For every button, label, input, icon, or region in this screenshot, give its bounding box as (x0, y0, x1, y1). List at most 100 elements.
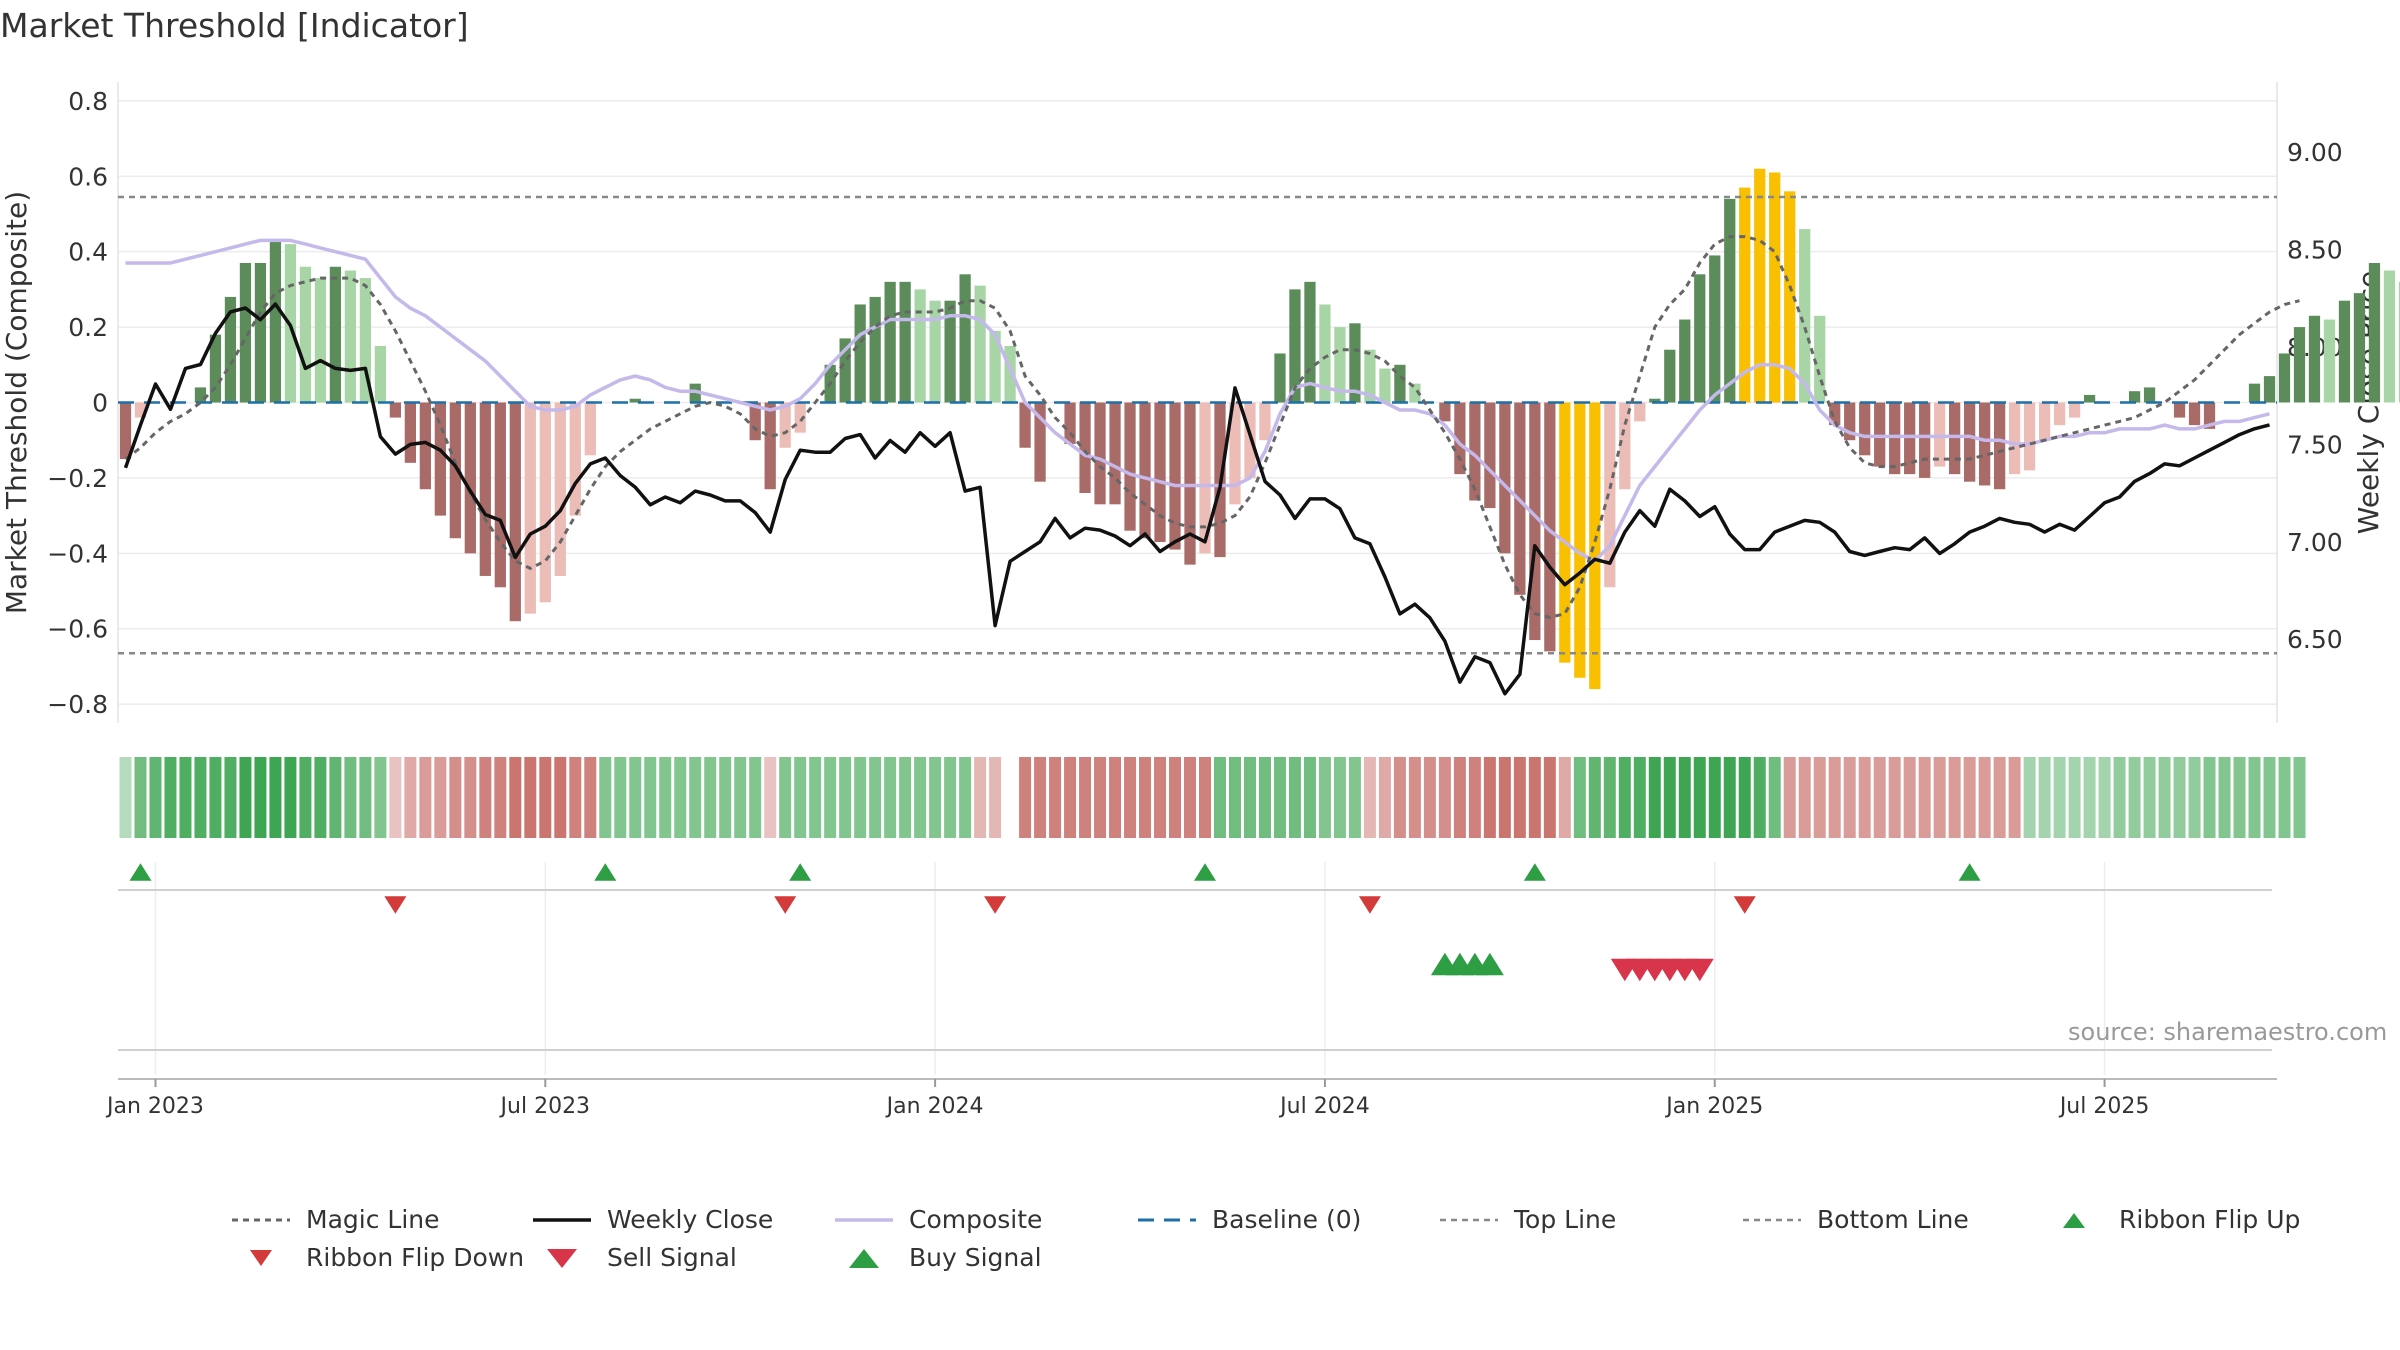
ribbon-cell (2158, 757, 2171, 838)
ribbon-cell (824, 757, 837, 838)
composite-bar (419, 402, 431, 490)
composite-bar (569, 402, 581, 516)
legend-label: Baseline (0) (1212, 1205, 1362, 1234)
y2-tick-label: 9.00 (2287, 138, 2343, 167)
ribbon-cell (1693, 757, 1706, 838)
ribbon-cell (179, 757, 192, 838)
ribbon-cell (329, 757, 342, 838)
composite-bar (1289, 289, 1301, 403)
composite-bar (1529, 402, 1541, 641)
ribbon-cell (704, 757, 717, 838)
composite-bar (2188, 402, 2201, 426)
ribbon-cell (2248, 757, 2261, 838)
ribbon-cell (1723, 757, 1736, 838)
composite-bar (1979, 402, 1991, 486)
composite-bar (1319, 304, 1331, 403)
ribbon-cell (764, 757, 777, 838)
x-tick-label: Jul 2024 (1278, 1094, 1370, 1119)
composite-bar (2263, 376, 2276, 403)
ribbon-cell (749, 757, 762, 838)
composite-bar (1649, 398, 1661, 403)
legend-item-bottom: Bottom Line (1741, 1205, 1969, 1234)
ribbon-cell (839, 757, 852, 838)
composite-bar (464, 402, 476, 554)
ribbon-cell (1543, 757, 1556, 838)
composite-bar (1634, 402, 1646, 422)
composite-bar (224, 296, 237, 403)
ribbon-cell (1333, 757, 1346, 838)
composite-bar (1034, 402, 1046, 482)
y-tick-label: 0 (92, 389, 108, 418)
ribbon-cell (1498, 757, 1511, 838)
composite-bar (2278, 353, 2291, 403)
composite-bar (1349, 323, 1361, 403)
ribbon-cell (494, 757, 507, 838)
ribbon-cell (1753, 757, 1766, 838)
composite-bar (1409, 383, 1421, 403)
legend-symbol (531, 1208, 593, 1232)
ribbon-cell (794, 757, 807, 838)
legend-label: Sell Signal (607, 1243, 737, 1272)
ribbon-cell (1768, 757, 1781, 838)
magic-line (124, 235, 2300, 619)
x-tick-label: Jul 2023 (499, 1094, 591, 1119)
ribbon-flip-up-marker (129, 863, 152, 881)
composite-bar (509, 402, 521, 622)
ribbon-cell (1618, 757, 1631, 838)
composite-bar (839, 338, 851, 403)
legend-label: Buy Signal (909, 1243, 1042, 1272)
composite-bar (2068, 402, 2081, 418)
ribbon-cell (1828, 757, 1841, 838)
composite-bar (539, 402, 551, 603)
x-tick-label: Jan 2023 (105, 1094, 204, 1119)
ribbon-cell (1888, 757, 1901, 838)
composite-bar (989, 330, 1001, 403)
legend-item-flip-down: Ribbon Flip Down (230, 1243, 524, 1272)
composite-bar (974, 285, 986, 403)
ribbon-cell (164, 757, 177, 838)
legend-item-baseline: Baseline (0) (1136, 1205, 1361, 1234)
ribbon-cell (1603, 757, 1616, 838)
composite-bar (1589, 402, 1601, 690)
composite-bar (2323, 319, 2336, 403)
legend-item-close: Weekly Close (531, 1205, 773, 1234)
ribbon-cell (944, 757, 957, 838)
composite-bar (1934, 402, 1946, 467)
y-tick-label: 0.6 (68, 162, 108, 191)
y-tick-label: −0.8 (47, 690, 108, 719)
ribbon-cell (1858, 757, 1871, 838)
composite-bar (134, 402, 147, 418)
ribbon-cell (254, 757, 267, 838)
composite-bar (1604, 402, 1616, 588)
ribbon-cell (2293, 757, 2306, 838)
ribbon-cell (644, 757, 657, 838)
composite-bar (2308, 315, 2321, 403)
ribbon-cell (269, 757, 282, 838)
sell-signal-marker (1685, 958, 1714, 982)
ribbon-cell (689, 757, 702, 838)
ribbon-cell (509, 757, 522, 838)
composite-bar (1454, 402, 1466, 475)
ribbon-cell (989, 757, 1002, 838)
ribbon-cell (1963, 757, 1976, 838)
ribbon-cell (2008, 757, 2021, 838)
ribbon-cell (1363, 757, 1376, 838)
ribbon-cell (1528, 757, 1541, 838)
composite-bar (2398, 281, 2400, 403)
composite-bar (2008, 402, 2021, 475)
ribbon-cell (1034, 757, 1047, 838)
ribbon-cell (1468, 757, 1481, 838)
ribbon-cell (1169, 757, 1182, 838)
ribbon-cell (1663, 757, 1676, 838)
composite-bar (434, 402, 446, 516)
composite-bar (239, 262, 252, 403)
legend-symbol (1136, 1208, 1198, 1232)
ribbon-cell (869, 757, 882, 838)
ribbon-cell (194, 757, 207, 838)
composite-bar (494, 402, 506, 588)
ribbon-flip-down-marker (984, 896, 1007, 914)
ribbon-cell (2233, 757, 2246, 838)
ribbon-cell (1408, 757, 1421, 838)
composite-bar (1229, 402, 1241, 505)
ribbon-cell (2143, 757, 2156, 838)
